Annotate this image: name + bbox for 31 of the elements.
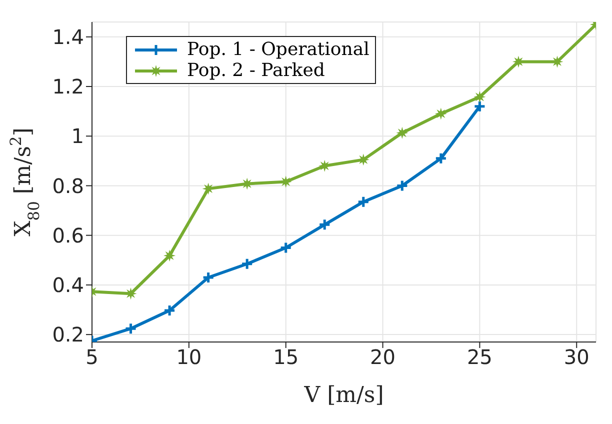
- point: [164, 250, 176, 262]
- point: [280, 241, 292, 254]
- y-tick-label: 1.2: [52, 74, 84, 99]
- point: [163, 304, 176, 317]
- x-tick-label: 15: [273, 345, 299, 370]
- point: [434, 152, 448, 165]
- y-tick-label: 0.8: [52, 174, 84, 198]
- point: [512, 56, 524, 68]
- point: [396, 179, 408, 192]
- x-tick-label: 25: [466, 345, 492, 370]
- y-tick-label: 0.6: [52, 223, 84, 248]
- y-tick-label: 0.2: [52, 322, 84, 347]
- point: [124, 322, 138, 335]
- point: [396, 126, 408, 139]
- point: [357, 196, 370, 208]
- point: [202, 271, 215, 284]
- point: [318, 218, 331, 231]
- y-tick-label: 0.4: [52, 273, 84, 298]
- x-tick-label: 5: [86, 345, 98, 370]
- x-tick-label: 20: [370, 345, 396, 370]
- point: [240, 258, 254, 270]
- y-tick-label: 1: [71, 124, 84, 148]
- point: [474, 90, 486, 103]
- legend-label: Pop. 2 - Parked: [187, 60, 325, 81]
- x-tick-label: 10: [176, 345, 202, 370]
- point: [473, 100, 486, 113]
- legend-label: Pop. 1 - Operational: [187, 39, 370, 60]
- x-tick-label: 30: [564, 345, 590, 370]
- y-tick-label: 1.4: [52, 24, 84, 49]
- x-axis-title: V [m/s]: [303, 383, 384, 408]
- point: [434, 108, 447, 120]
